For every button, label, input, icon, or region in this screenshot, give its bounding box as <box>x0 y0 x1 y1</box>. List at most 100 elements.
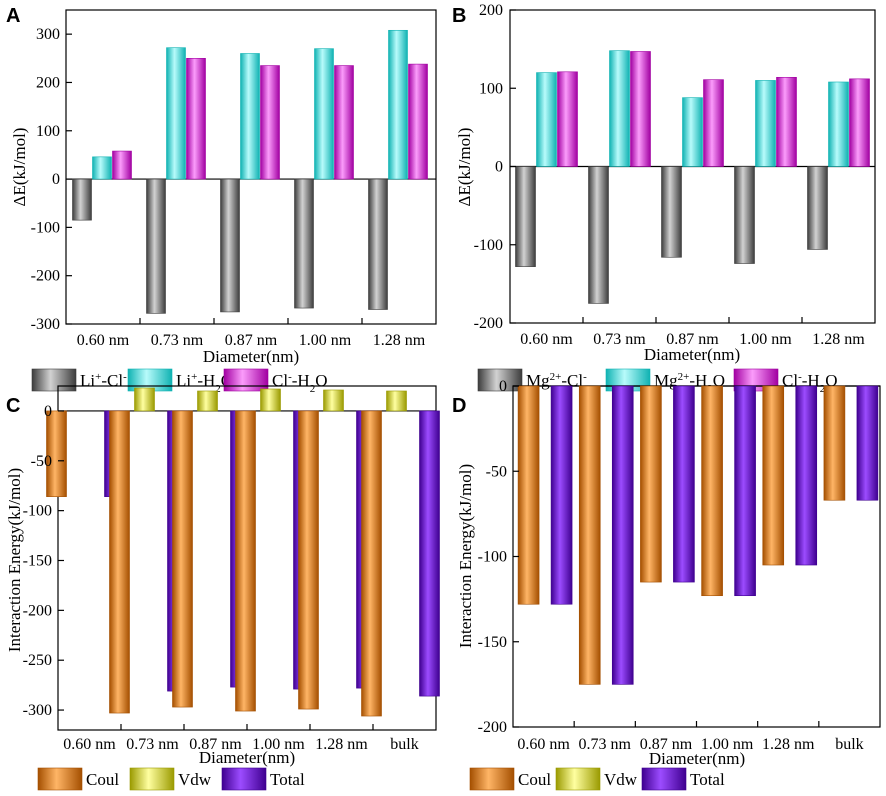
legend-swatch-yellow <box>129 767 175 791</box>
x-tick-label: 0.87 nm <box>189 736 242 753</box>
panel-label-c: C <box>6 395 20 417</box>
legend-label: Mg2+-H2O <box>654 371 725 395</box>
bar-yellow-2 <box>197 390 218 412</box>
legend-label: Coul <box>86 770 119 789</box>
bar-cyan-2 <box>682 97 703 167</box>
bar-gray-0 <box>515 166 536 267</box>
bar-gray-4 <box>368 178 388 310</box>
legend-d: Coul Vdw Total <box>469 767 725 791</box>
bar-yellow-3 <box>260 388 281 412</box>
bars-c <box>46 387 440 717</box>
plot-area-a <box>65 9 437 325</box>
y-axis-label-b: ΔE(kJ/mol) <box>455 128 474 207</box>
legend-label: Total <box>270 770 305 789</box>
x-tick-label: 0.73 nm <box>593 331 646 348</box>
bar-cyan-1 <box>609 50 630 167</box>
x-tick-label: 1.28 nm <box>373 332 426 349</box>
bar-orange-0 <box>517 385 540 605</box>
x-tick-label: 0.73 nm <box>126 736 179 753</box>
x-tick-label: 1.00 nm <box>701 736 754 753</box>
y-tick-label: -250 <box>23 652 52 669</box>
legend-swatch-magenta <box>223 368 269 392</box>
bar-cyan-4 <box>828 81 849 167</box>
y-tick-label: -100 <box>23 503 52 520</box>
x-axis-label-c: Diameter(nm) <box>199 748 295 767</box>
y-tick-label: -100 <box>31 219 60 236</box>
legend-swatch-orange <box>37 767 83 791</box>
bar-purple-1 <box>611 385 634 685</box>
x-tick-label: 1.28 nm <box>762 736 815 753</box>
bar-yellow-1 <box>134 387 155 412</box>
panel-c: C 0 -50 -100 -150 -200 -250 -300 0.60 nm 0.73 n… <box>5 385 440 791</box>
y-tick-label: -200 <box>23 602 52 619</box>
bar-cyan-4 <box>388 29 408 180</box>
panel-label-a: A <box>6 5 20 27</box>
y-tick-label: 300 <box>36 26 60 43</box>
x-tick-label: bulk <box>835 736 863 753</box>
y-tick-label: 200 <box>479 2 503 19</box>
bar-orange-1 <box>109 410 130 714</box>
y-axis-ticks-c: 0 -50 -100 -150 -200 -250 -300 <box>23 403 64 719</box>
legend-swatch-purple <box>221 767 267 791</box>
x-tick-label: 1.00 nm <box>252 736 305 753</box>
bar-gray-1 <box>146 178 166 314</box>
x-axis-ticks-c: 0.60 nm 0.73 nm 0.87 nm 1.00 nm 1.28 nm bulk <box>63 724 419 753</box>
y-tick-label: -200 <box>478 719 507 736</box>
x-tick-label: 1.28 nm <box>315 736 368 753</box>
bar-yellow-5 <box>386 390 407 412</box>
bars-d <box>513 385 880 685</box>
y-tick-label: -300 <box>31 316 60 333</box>
bar-orange-4 <box>298 410 319 710</box>
bar-gray-4 <box>807 166 828 250</box>
panel-d: D 0 -50 -100 -150 -200 0.60 nm 0.73 nm 0.87 nm… <box>452 378 881 791</box>
bar-magenta-3 <box>334 65 354 180</box>
bar-purple-4 <box>795 385 818 566</box>
x-axis-ticks-d: 0.60 nm 0.73 nm 0.87 nm 1.00 nm 1.28 nm bulk <box>517 721 864 753</box>
y-tick-label: 0 <box>499 378 507 395</box>
panel-b: B 200 100 0 -100 -200 0.60 nm 0.73 nm 0.87 nm 1… <box>452 2 876 395</box>
y-tick-label: 100 <box>36 123 60 140</box>
y-axis-label-a: ΔE(kJ/mol) <box>10 128 29 207</box>
x-axis-label-a: Diameter(nm) <box>203 347 299 366</box>
y-axis-label-d: Interaction Energy(kJ/mol) <box>456 464 475 648</box>
bar-magenta-1 <box>186 58 206 180</box>
bar-magenta-0 <box>112 150 132 180</box>
y-tick-label: -150 <box>478 634 507 651</box>
bar-purple-0 <box>550 385 573 605</box>
legend-label: Vdw <box>604 770 638 789</box>
y-tick-label: -50 <box>31 453 52 470</box>
x-tick-label: 1.28 nm <box>812 331 865 348</box>
bar-gray-3 <box>294 178 314 309</box>
bar-yellow-4 <box>323 389 344 412</box>
y-tick-label: -200 <box>474 315 503 332</box>
bars-a <box>66 29 436 314</box>
bar-purple-5 <box>856 385 879 501</box>
bar-orange-0 <box>46 410 67 497</box>
panel-label-d: D <box>452 395 466 417</box>
bar-orange-2 <box>172 410 193 708</box>
bar-magenta-2 <box>703 79 724 167</box>
bar-gray-2 <box>661 166 682 258</box>
x-tick-label: 0.87 nm <box>640 736 693 753</box>
x-tick-label: 0.73 nm <box>151 332 204 349</box>
bar-purple-2 <box>673 385 695 583</box>
x-axis-ticks-a: 0.60 nm 0.73 nm 0.87 nm 1.00 nm 1.28 nm <box>77 318 426 349</box>
y-tick-label: -150 <box>23 552 52 569</box>
legend-label: Mg2+-Cl- <box>526 371 587 390</box>
x-tick-label: 1.00 nm <box>299 332 352 349</box>
bar-orange-3 <box>701 385 723 597</box>
x-axis-label-d: Diameter(nm) <box>649 749 745 768</box>
legend-label: Li+-Cl- <box>80 371 127 390</box>
legend-label: Vdw <box>178 770 212 789</box>
bar-cyan-3 <box>755 80 776 167</box>
y-tick-label: 0 <box>52 171 60 188</box>
x-axis-ticks-b: 0.60 nm 0.73 nm 0.87 nm 1.00 nm 1.28 nm <box>520 317 865 348</box>
x-tick-label: 0.87 nm <box>666 331 719 348</box>
x-tick-label: 0.60 nm <box>520 331 573 348</box>
bar-cyan-0 <box>536 72 557 167</box>
bar-cyan-2 <box>240 53 260 180</box>
y-axis-ticks-a: 300 200 100 0 -100 -200 -300 <box>31 26 72 333</box>
bar-gray-3 <box>734 166 755 264</box>
bar-cyan-3 <box>314 48 334 180</box>
